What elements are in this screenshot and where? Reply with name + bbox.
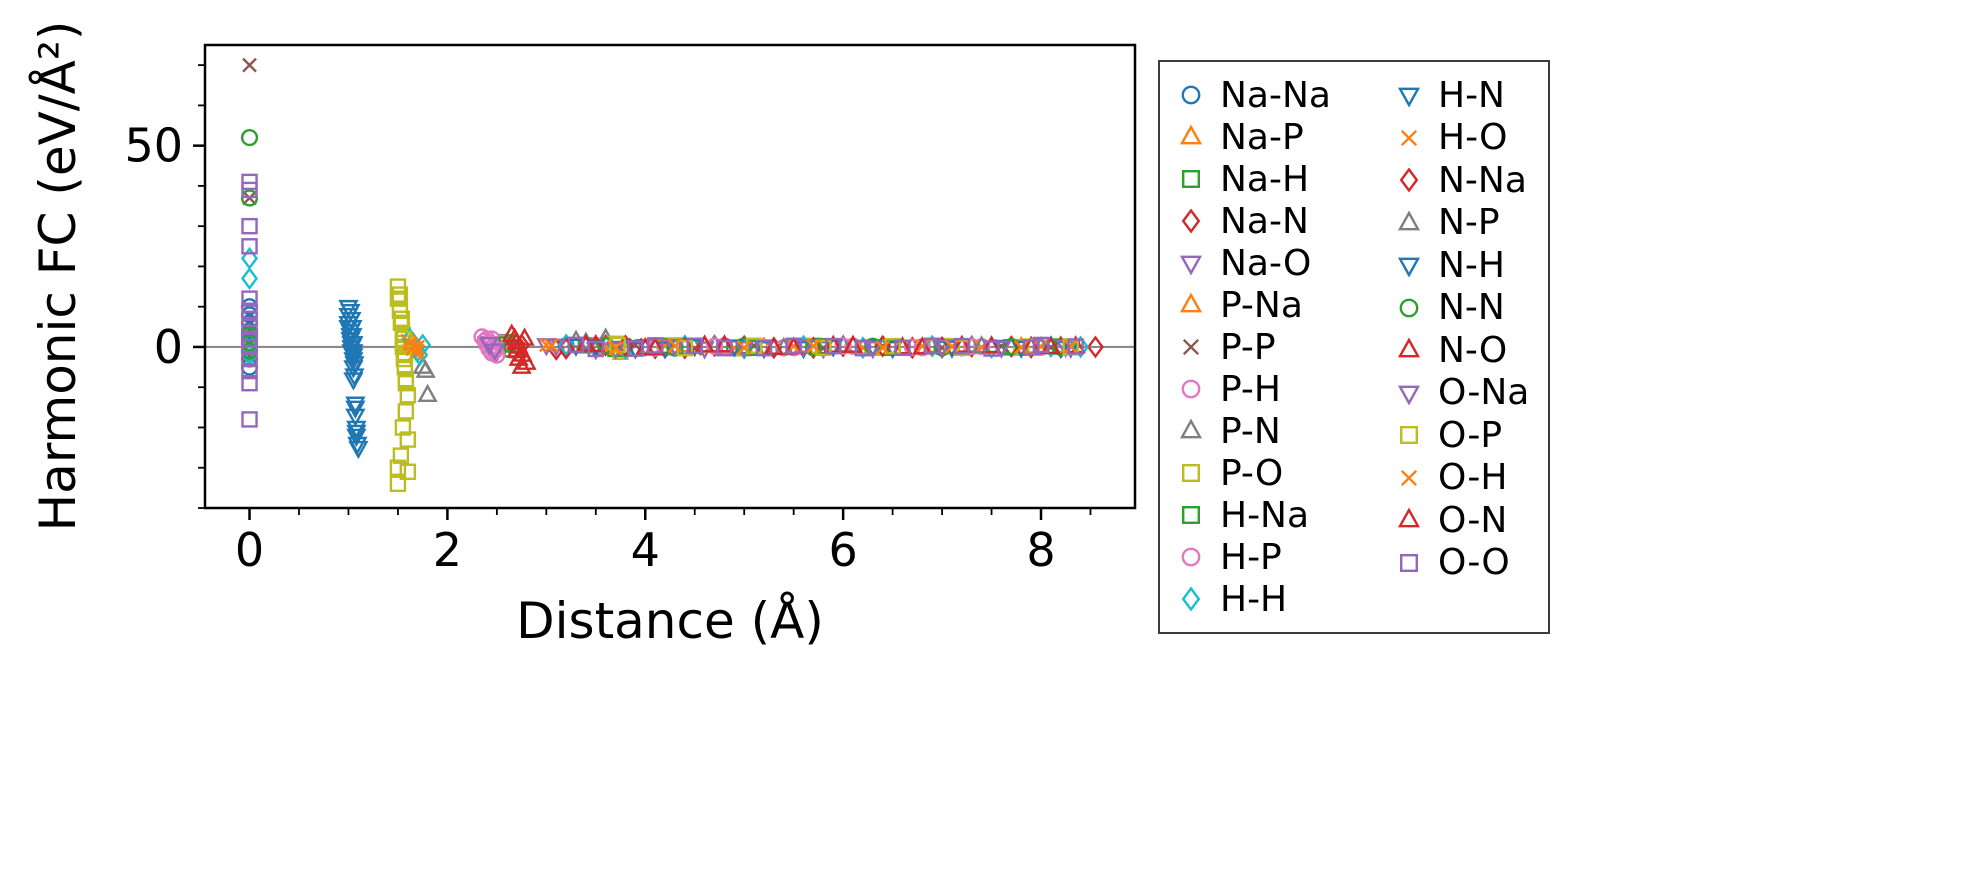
legend-item-P-H: P-H [1176, 368, 1390, 410]
legend-item-H-H: H-H [1176, 578, 1390, 620]
series-P-P [242, 57, 1059, 363]
legend-column-2: H-N H-O N-Na N-P N-H N-N N-O O-Na O-P O-H O-N O-O [1394, 74, 1529, 620]
legend-item-P-N: P-N [1176, 410, 1390, 452]
legend-item-N-P: N-P [1394, 202, 1529, 245]
triangle-up-marker-icon [1397, 337, 1421, 358]
legend: Na-Na Na-P Na-H Na-N Na-O P-Na P-P P-H P-N P-O H-N… [1158, 60, 1550, 634]
legend-label: P-Na [1220, 284, 1303, 326]
legend-label: O-P [1438, 414, 1503, 456]
legend-label: O-N [1438, 499, 1508, 541]
legend-item-O-O: O-O [1394, 542, 1529, 585]
legend-item-O-N: O-N [1394, 499, 1529, 542]
x-marker-icon [1182, 338, 1200, 356]
legend-item-O-P: O-P [1394, 414, 1529, 457]
circle-marker-icon [1181, 85, 1201, 105]
axes-frame [203, 43, 1137, 510]
triangle-up-marker-icon [1179, 124, 1203, 145]
legend-item-O-H: O-H [1394, 457, 1529, 500]
legend-label: H-Na [1220, 494, 1310, 536]
legend-item-Na-N: Na-N [1176, 200, 1390, 242]
legend-label: P-N [1220, 410, 1281, 452]
x-tick-label: 4 [631, 523, 660, 577]
triangle-down-marker-icon [1397, 257, 1421, 278]
legend-label: Na-O [1220, 242, 1312, 284]
y-tick-label: 50 [124, 119, 183, 173]
series-O-P [391, 286, 1079, 480]
legend-item-P-Na: P-Na [1176, 284, 1390, 326]
legend-item-H-O: H-O [1394, 117, 1529, 160]
legend-label: O-O [1438, 542, 1510, 584]
legend-item-N-Na: N-Na [1394, 159, 1529, 202]
legend-label: N-P [1438, 202, 1500, 244]
square-marker-icon [1181, 505, 1201, 525]
legend-label: Na-N [1220, 200, 1309, 242]
triangle-down-marker-icon [1397, 87, 1421, 108]
legend-label: H-O [1438, 117, 1508, 159]
legend-label: Na-P [1220, 116, 1304, 158]
legend-item-Na-O: Na-O [1176, 242, 1390, 284]
legend-label: N-O [1438, 329, 1508, 371]
legend-label: H-P [1220, 536, 1282, 578]
legend-item-H-N: H-N [1394, 74, 1529, 117]
legend-label: N-H [1438, 244, 1505, 286]
triangle-down-marker-icon [1397, 385, 1421, 406]
square-marker-icon [1399, 553, 1419, 572]
square-marker-icon [1181, 169, 1201, 189]
legend-label: P-H [1220, 368, 1281, 410]
legend-item-H-P: H-P [1176, 536, 1390, 578]
x-tick-label: 6 [828, 523, 857, 577]
series-N-H [340, 303, 1071, 456]
circle-marker-icon [1181, 547, 1201, 567]
diamond-marker-icon [1181, 208, 1201, 234]
legend-label: O-Na [1438, 372, 1530, 414]
series-O-H [402, 335, 1079, 359]
x-tick-label: 0 [235, 523, 264, 577]
legend-label: Na-Na [1220, 74, 1331, 116]
legend-item-N-H: N-H [1394, 244, 1529, 287]
series-N-N [240, 129, 1070, 360]
triangle-down-marker-icon [1179, 255, 1203, 276]
x-marker-icon [1400, 469, 1418, 486]
legend-label: N-Na [1438, 159, 1527, 201]
legend-label: P-P [1220, 326, 1276, 368]
legend-item-H-Na: H-Na [1176, 494, 1390, 536]
legend-label: H-N [1438, 74, 1505, 116]
series-O-O [241, 173, 1084, 428]
circle-marker-icon [1181, 379, 1201, 399]
square-marker-icon [1399, 426, 1419, 445]
x-marker-icon [1400, 129, 1418, 146]
legend-item-N-N: N-N [1394, 287, 1529, 330]
triangle-up-marker-icon [1179, 292, 1203, 313]
legend-label: P-O [1220, 452, 1284, 494]
legend-label: N-N [1438, 287, 1505, 329]
diamond-marker-icon [1181, 586, 1201, 612]
legend-item-O-Na: O-Na [1394, 372, 1529, 415]
legend-column-1: Na-Na Na-P Na-H Na-N Na-O P-Na P-P P-H P-N P-O H-N… [1176, 74, 1390, 620]
legend-item-Na-P: Na-P [1176, 116, 1390, 158]
legend-item-Na-H: Na-H [1176, 158, 1390, 200]
legend-label: O-H [1438, 457, 1508, 499]
x-tick-label: 2 [433, 523, 462, 577]
circle-marker-icon [1399, 298, 1419, 318]
x-axis-label: Distance (Å) [516, 592, 824, 650]
series-H-N [338, 299, 1081, 460]
legend-item-P-O: P-O [1176, 452, 1390, 494]
series-Na-Na [240, 298, 1080, 376]
x-tick-label: 8 [1026, 523, 1055, 577]
legend-item-P-P: P-P [1176, 326, 1390, 368]
triangle-up-marker-icon [1179, 418, 1203, 439]
legend-label: H-H [1220, 578, 1288, 620]
triangle-up-marker-icon [1397, 507, 1421, 528]
legend-label: Na-H [1220, 158, 1310, 200]
y-tick-label: 0 [154, 320, 183, 374]
series-P-O [389, 278, 1079, 493]
triangle-up-marker-icon [1397, 210, 1421, 231]
y-axis-label: Harmonic FC (eV/Å²) [29, 20, 87, 532]
square-marker-icon [1181, 463, 1201, 483]
diamond-marker-icon [1399, 167, 1419, 193]
legend-item-N-O: N-O [1394, 329, 1529, 372]
legend-item-Na-Na: Na-Na [1176, 74, 1390, 116]
